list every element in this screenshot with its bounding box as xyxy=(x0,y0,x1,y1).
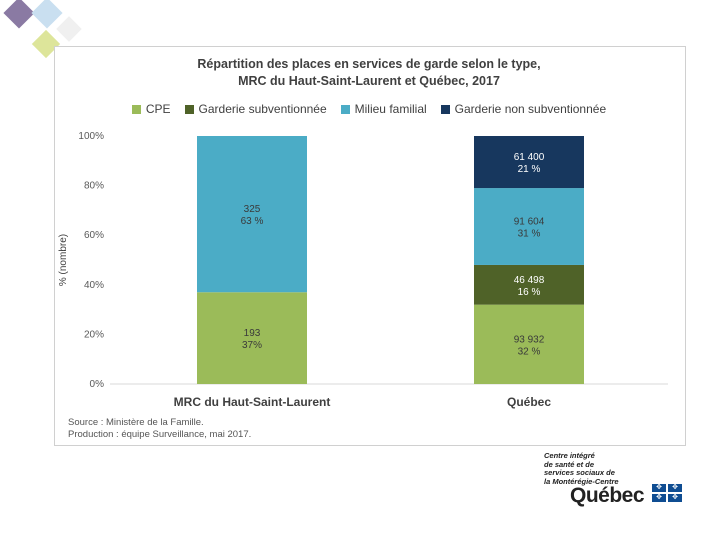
corner-decoration xyxy=(3,0,82,59)
y-tick-label: 40% xyxy=(84,280,104,291)
legend-swatch-milieu-familial xyxy=(340,104,350,114)
x-category-label: MRC du Haut-Saint-Laurent xyxy=(174,395,331,409)
data-label-percent: 21 % xyxy=(518,164,541,175)
data-label-percent: 32 % xyxy=(518,346,541,357)
bar-segment xyxy=(474,188,584,265)
y-tick-label: 100% xyxy=(78,131,104,142)
y-tick-label: 20% xyxy=(84,329,104,340)
legend-item-milieu-familial: Milieu familial xyxy=(340,102,427,116)
y-tick-label: 0% xyxy=(90,379,105,390)
data-label-count: 93 932 xyxy=(514,334,545,345)
legend-item-garderie-subventionnee: Garderie subventionnée xyxy=(184,102,327,116)
bar-segment xyxy=(474,136,584,189)
bar-segment xyxy=(474,264,584,305)
data-label-count: 325 xyxy=(244,204,261,215)
data-label-count: 193 xyxy=(244,328,261,339)
logo-line-4: la Montérégie-Centre xyxy=(544,476,619,486)
legend-item-cpe: CPE xyxy=(131,102,171,116)
logo-line-2: de santé et de xyxy=(544,459,595,469)
logo-quebec-wordmark: Québec xyxy=(570,484,645,507)
legend-swatch-garderie-subventionnee xyxy=(184,104,194,114)
data-label-percent: 16 % xyxy=(518,287,541,298)
logo-line-1: Centre intégré xyxy=(544,451,595,460)
data-label-percent: 37% xyxy=(242,340,262,351)
data-label-count: 91 604 xyxy=(514,217,545,228)
logo-line-3: services sociaux de xyxy=(544,468,615,477)
fleurdelise-flag-icon: ✥ ✥ ✥ ✥ xyxy=(652,484,684,504)
legend-label-cpe: CPE xyxy=(145,102,171,116)
legend-label-garderie-subventionnee: Garderie subventionnée xyxy=(198,102,327,116)
bar-segment xyxy=(197,136,307,293)
data-label-percent: 63 % xyxy=(241,216,264,227)
chart-legend: CPE Garderie subventionnée Milieu famili… xyxy=(54,102,684,116)
legend-swatch-cpe xyxy=(131,104,141,114)
deco-diamond-yellow xyxy=(31,29,61,59)
source-note: Source : Ministère de la Famille. Produc… xyxy=(68,417,251,441)
data-label-percent: 31 % xyxy=(518,229,541,240)
chart-title: Répartition des places en services de ga… xyxy=(54,56,684,90)
data-label-count: 61 400 xyxy=(514,152,545,163)
legend-swatch-garderie-non-subventionnee xyxy=(440,104,450,114)
legend-label-garderie-non-subventionnee: Garderie non subventionnée xyxy=(454,102,607,116)
y-tick-label: 60% xyxy=(84,230,104,241)
data-label-count: 46 498 xyxy=(514,275,545,286)
chart-title-line-2: MRC du Haut-Saint-Laurent et Québec, 201… xyxy=(238,74,500,88)
chart-title-line-1: Répartition des places en services de ga… xyxy=(197,57,541,71)
y-tick-label: 80% xyxy=(84,181,104,192)
bar-segment xyxy=(197,292,307,384)
bar-segment xyxy=(474,304,584,384)
cisss-quebec-logo: Centre intégré de santé et de services s… xyxy=(534,448,694,514)
x-category-label: Québec xyxy=(507,395,551,409)
y-axis-title: % (nombre) xyxy=(58,234,69,286)
deco-diamond-white xyxy=(56,16,82,42)
source-line: Source : Ministère de la Famille. xyxy=(68,417,204,428)
logo-org-text: Centre intégré de santé et de services s… xyxy=(544,451,619,486)
production-line: Production : équipe Surveillance, mai 20… xyxy=(68,429,252,440)
legend-label-milieu-familial: Milieu familial xyxy=(354,102,427,116)
legend-item-garderie-non-subventionnee: Garderie non subventionnée xyxy=(440,102,607,116)
